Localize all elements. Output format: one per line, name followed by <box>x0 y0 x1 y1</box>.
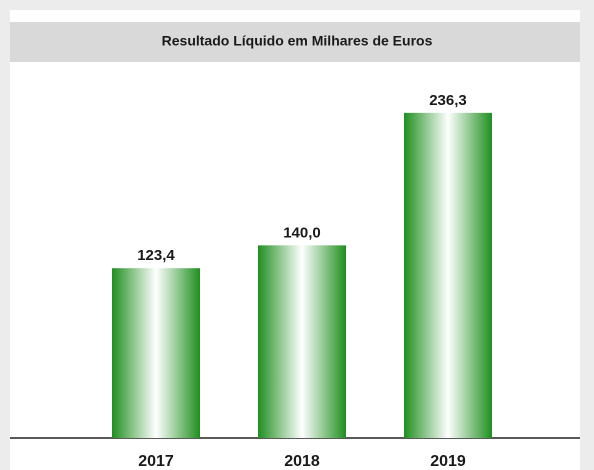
x-tick-label: 2019 <box>430 453 466 470</box>
value-label: 236,3 <box>429 92 467 109</box>
bar <box>404 112 492 438</box>
chart-title: Resultado Líquido em Milhares de Euros <box>162 33 433 49</box>
value-label: 123,4 <box>137 247 175 264</box>
x-tick-label: 2018 <box>284 453 320 470</box>
bar <box>112 268 200 438</box>
bar <box>258 245 346 438</box>
title-band <box>10 22 580 62</box>
x-tick-label: 2017 <box>138 453 174 470</box>
value-label: 140,0 <box>283 224 321 241</box>
